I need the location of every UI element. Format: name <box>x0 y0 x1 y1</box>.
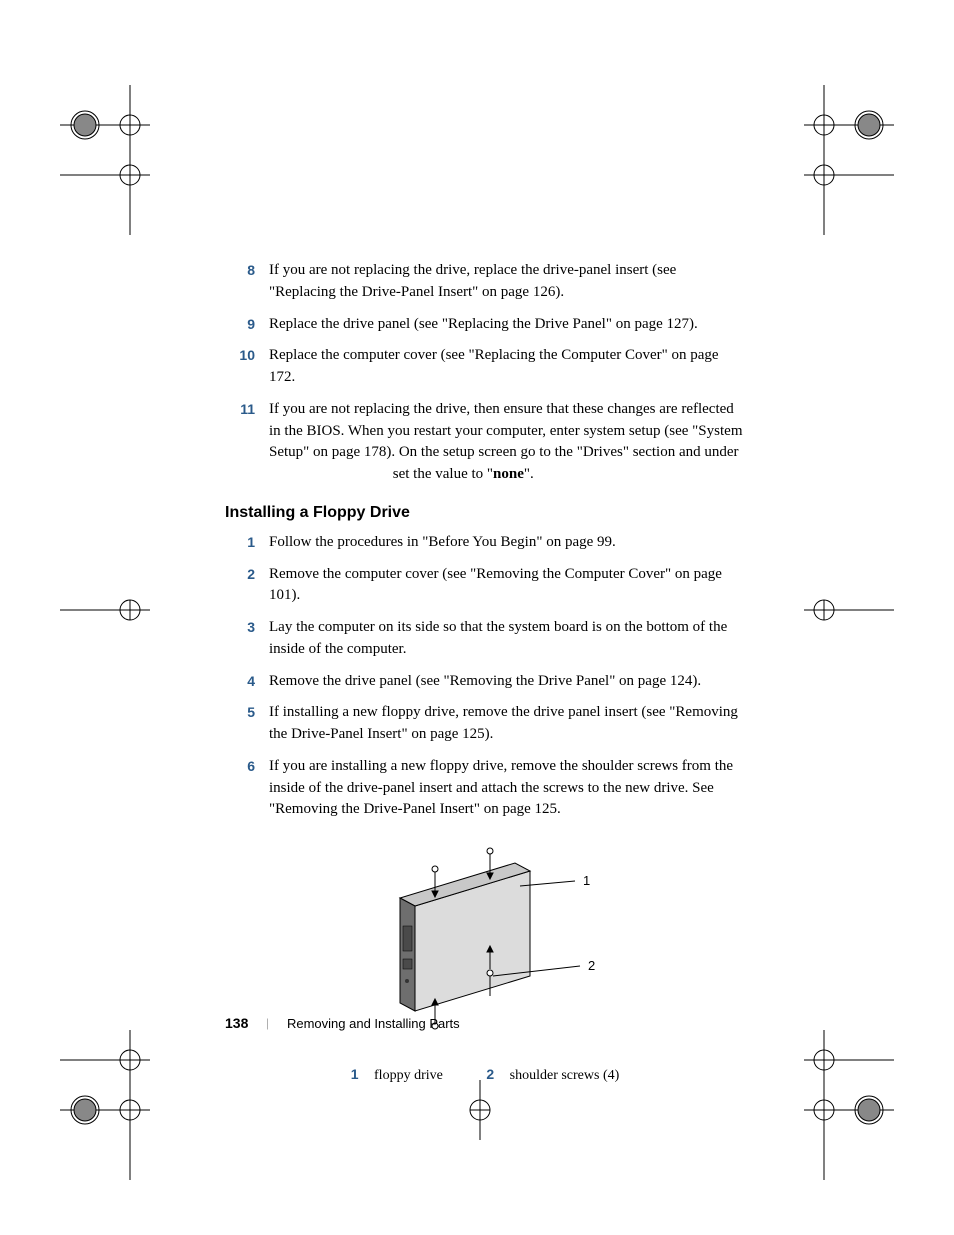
list-number: 6 <box>225 756 269 821</box>
list-text: Replace the drive panel (see "Replacing … <box>269 314 745 336</box>
list-text: Remove the drive panel (see "Removing th… <box>269 671 745 693</box>
list-item: 8 If you are not replacing the drive, re… <box>225 260 745 304</box>
list-item: 6 If you are installing a new floppy dri… <box>225 756 745 821</box>
list-item: 4 Remove the drive panel (see "Removing … <box>225 671 745 693</box>
footer-title: Removing and Installing Parts <box>287 1016 460 1031</box>
footer-separator: | <box>266 1015 269 1031</box>
list-text: If you are installing a new floppy drive… <box>269 756 745 821</box>
list-number: 8 <box>225 260 269 304</box>
list-text: If you are not replacing the drive, then… <box>269 399 745 486</box>
caption-number: 1 <box>351 1066 359 1082</box>
list-number: 11 <box>225 399 269 486</box>
ordered-list-b: 1 Follow the procedures in "Before You B… <box>225 532 745 821</box>
text-pre: If you are not replacing the drive, then… <box>269 401 742 461</box>
crop-mark-bot-left <box>60 1030 150 1180</box>
text-bold: none <box>493 466 524 482</box>
list-text: Remove the computer cover (see "Removing… <box>269 564 745 608</box>
crop-mark-bot-right <box>804 1030 894 1180</box>
crop-mark-top-left-2 <box>60 145 150 205</box>
list-item: 5 If installing a new floppy drive, remo… <box>225 702 745 746</box>
crop-mark-top-right-2 <box>804 145 894 205</box>
crop-mark-mid-right <box>804 590 894 630</box>
crop-mark-mid-left <box>60 590 150 630</box>
list-number: 1 <box>225 532 269 554</box>
list-item: 3 Lay the computer on its side so that t… <box>225 617 745 661</box>
text-mid: set the value to " <box>389 466 493 482</box>
list-text: Lay the computer on its side so that the… <box>269 617 745 661</box>
callout-2-number: 2 <box>588 958 595 973</box>
list-text: If you are not replacing the drive, repl… <box>269 260 745 304</box>
page-number: 138 <box>225 1015 248 1031</box>
list-number: 10 <box>225 345 269 389</box>
list-number: 2 <box>225 564 269 608</box>
figure-caption: 1 floppy drive 2 shoulder screws (4) <box>225 1066 745 1084</box>
list-number: 4 <box>225 671 269 693</box>
list-number: 9 <box>225 314 269 336</box>
list-number: 5 <box>225 702 269 746</box>
crop-mark-bot-center <box>440 1080 520 1140</box>
callout-1-number: 1 <box>583 873 590 888</box>
list-item: 10 Replace the computer cover (see "Repl… <box>225 345 745 389</box>
list-number: 3 <box>225 617 269 661</box>
page-content: 8 If you are not replacing the drive, re… <box>225 260 745 1084</box>
list-item: 1 Follow the procedures in "Before You B… <box>225 532 745 554</box>
list-text: Replace the computer cover (see "Replaci… <box>269 345 745 389</box>
list-text: If installing a new floppy drive, remove… <box>269 702 745 746</box>
caption-label: floppy drive <box>374 1068 443 1083</box>
list-item: 11 If you are not replacing the drive, t… <box>225 399 745 486</box>
list-text: Follow the procedures in "Before You Beg… <box>269 532 745 554</box>
floppy-drive-diagram: 1 2 <box>345 841 625 1041</box>
page-footer: 138 | Removing and Installing Parts <box>225 1015 460 1031</box>
caption-label: shoulder screws (4) <box>510 1068 620 1083</box>
list-item: 2 Remove the computer cover (see "Removi… <box>225 564 745 608</box>
ordered-list-a: 8 If you are not replacing the drive, re… <box>225 260 745 486</box>
section-heading: Installing a Floppy Drive <box>225 504 745 522</box>
list-item: 9 Replace the drive panel (see "Replacin… <box>225 314 745 336</box>
caption-number: 2 <box>486 1066 494 1082</box>
text-post: ". <box>524 466 534 482</box>
figure: 1 2 1 floppy drive 2 shoulder screws (4) <box>225 841 745 1084</box>
